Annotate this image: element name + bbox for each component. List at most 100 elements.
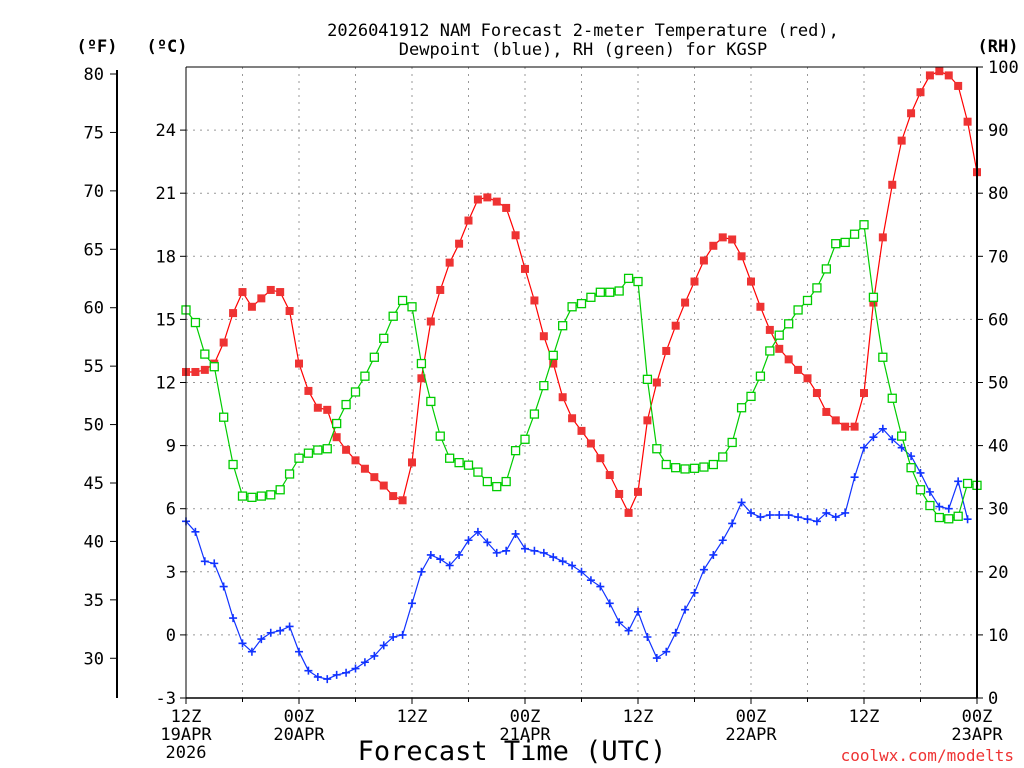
- rh-point: [623, 273, 634, 284]
- dewpoint-point: [850, 473, 859, 482]
- dewpoint-point: [747, 508, 755, 517]
- 2-meter-temperature-point: [398, 496, 407, 505]
- 2-meter-temperature-point: [408, 458, 416, 467]
- rh-tick-label: 60: [988, 310, 1008, 330]
- 2-meter-temperature-point: [747, 277, 755, 286]
- dewpoint-point: [954, 477, 963, 486]
- rh-point: [802, 295, 813, 306]
- fahrenheit-tick-label: 70: [84, 182, 104, 202]
- rh-point: [350, 387, 361, 397]
- dewpoint-point: [408, 599, 416, 608]
- fahrenheit-tick-label: 35: [84, 591, 104, 611]
- rh-tick-label: 100: [988, 58, 1019, 78]
- dewpoint-point: [681, 605, 690, 614]
- fahrenheit-tick-label: 55: [84, 357, 104, 377]
- rh-point: [925, 500, 935, 511]
- rh-point: [727, 437, 737, 448]
- dewpoint-point: [379, 641, 388, 650]
- 2-meter-temperature-point: [483, 193, 492, 202]
- rh-point: [736, 403, 747, 413]
- dewpoint-point: [878, 424, 887, 433]
- dewpoint-point: [907, 452, 916, 461]
- rh-point: [520, 434, 530, 444]
- 2-meter-temperature-point: [586, 439, 595, 448]
- dewpoint-point: [229, 614, 238, 623]
- dewpoint-point: [530, 546, 539, 555]
- 2-meter-temperature-point: [841, 422, 850, 431]
- 2-meter-temperature-point: [229, 309, 238, 318]
- 2-meter-temperature-point: [530, 296, 539, 305]
- celsius-tick-label: 9: [166, 437, 176, 457]
- dewpoint-point: [662, 647, 671, 656]
- fahrenheit-tick-label: 40: [84, 532, 104, 552]
- 2-meter-temperature-point: [794, 365, 803, 374]
- 2-meter-temperature-point: [605, 471, 614, 480]
- rh-point: [605, 287, 615, 297]
- fahrenheit-tick-label: 65: [84, 240, 104, 260]
- data-series: [181, 67, 982, 684]
- 2-meter-temperature-point: [577, 426, 586, 435]
- rh-point: [303, 448, 314, 458]
- rh-point: [689, 463, 700, 473]
- rh-point: [294, 453, 304, 463]
- rh-tick-label: 0: [988, 689, 998, 709]
- fahrenheit-tick-label: 80: [84, 65, 104, 85]
- rh-point: [595, 287, 605, 297]
- dewpoint-point: [360, 658, 369, 667]
- 2-meter-temperature-point: [869, 298, 878, 307]
- celsius-tick-label: 24: [156, 121, 176, 141]
- x-tick-label: 23APR: [951, 725, 1003, 745]
- 2-meter-temperature-point: [473, 195, 482, 204]
- axes: 30 35 40 45 50 55 60 65 70 75 80 -3 0 3 6 9 12 15 18 21 24 0 1…: [84, 58, 1019, 763]
- dewpoint-point: [756, 513, 765, 522]
- dewpoint-point: [285, 622, 294, 631]
- dewpoint-point: [860, 443, 868, 452]
- dewpoint-point: [699, 565, 708, 574]
- rh-point: [284, 469, 295, 479]
- 2-meter-temperature-point: [643, 416, 652, 425]
- 2-meter-temperature-point: [238, 288, 247, 297]
- rh-point: [962, 478, 973, 489]
- dewpoint-point: [247, 647, 256, 656]
- x-tick-label: 19APR: [160, 725, 212, 745]
- 2-meter-temperature-point: [615, 489, 624, 498]
- 2-meter-temperature-point: [812, 389, 821, 398]
- rh-point: [209, 362, 219, 372]
- rh-point: [247, 492, 257, 502]
- x-axis-title: Forecast Time (UTC): [358, 736, 667, 767]
- x-tick-label: 12Z: [623, 707, 654, 727]
- 2-meter-temperature-point: [662, 346, 671, 355]
- rh-point: [388, 311, 398, 321]
- 2-meter-temperature-point: [379, 481, 388, 490]
- rh-point: [463, 460, 474, 470]
- 2-meter-temperature-point: [257, 294, 266, 303]
- dewpoint-point: [266, 628, 275, 637]
- celsius-tick-label: 6: [166, 500, 176, 520]
- 2-meter-temperature-point: [332, 433, 341, 442]
- rh-point: [586, 292, 596, 302]
- rh-point: [576, 298, 587, 309]
- dewpoint-point: [257, 635, 266, 644]
- 2-meter-temperature-point: [351, 456, 360, 465]
- rh-point: [548, 350, 558, 361]
- rh-tick-label: 30: [988, 500, 1008, 520]
- 2-meter-temperature-point: [558, 393, 567, 402]
- rh-point: [746, 391, 756, 402]
- x-tick-label: 00Z: [284, 707, 315, 727]
- dewpoint-point: [634, 607, 642, 616]
- 2-meter-temperature-point: [285, 306, 294, 315]
- rh-point: [397, 295, 408, 306]
- 2-meter-temperature-point: [502, 203, 511, 212]
- rh-point: [228, 459, 238, 470]
- rh-point: [501, 476, 511, 487]
- rh-tick-label: 10: [988, 626, 1008, 646]
- fahrenheit-tick-label: 50: [84, 416, 104, 436]
- rh-point: [454, 457, 464, 468]
- dewpoint-point: [605, 599, 614, 608]
- credit-label: coolwx.com/modelts: [841, 746, 1014, 765]
- rh-point: [426, 396, 436, 407]
- rh-point: [812, 283, 822, 293]
- dewpoint-point: [473, 527, 482, 536]
- dewpoint-point: [822, 508, 831, 517]
- rh-point: [510, 445, 521, 456]
